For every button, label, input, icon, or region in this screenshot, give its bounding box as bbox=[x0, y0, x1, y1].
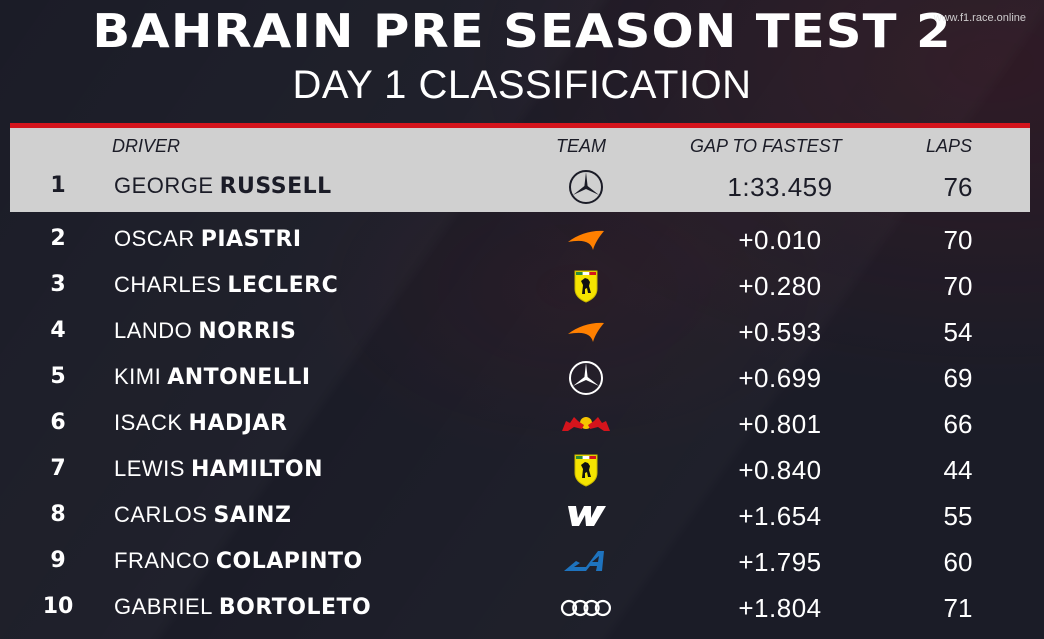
driver-last-name: BORTOLETO bbox=[218, 595, 372, 620]
driver-last-name: NORRIS bbox=[198, 319, 297, 344]
laps-value: 60 bbox=[943, 547, 973, 577]
table-row: 5 KIMI ANTONELLI +0.699 69 bbox=[10, 355, 1030, 401]
driver-name: ISACK HADJAR bbox=[114, 410, 287, 436]
driver-name: KIMI ANTONELLI bbox=[114, 364, 311, 390]
accent-divider bbox=[10, 123, 1030, 128]
driver-first-name: FRANCO bbox=[114, 548, 210, 573]
position: 5 bbox=[50, 364, 66, 389]
laps-value: 66 bbox=[943, 409, 973, 439]
mercedes-star-icon bbox=[556, 359, 616, 397]
driver-last-name: ANTONELLI bbox=[167, 365, 311, 390]
position: 10 bbox=[42, 594, 74, 619]
driver-name: LANDO NORRIS bbox=[114, 318, 296, 344]
mclaren-swoosh-icon bbox=[556, 313, 616, 351]
driver-last-name: HAMILTON bbox=[190, 457, 323, 482]
mercedes-star-icon bbox=[556, 168, 616, 206]
driver-first-name: ISACK bbox=[114, 410, 183, 435]
driver-first-name: LANDO bbox=[114, 318, 193, 343]
driver-first-name: OSCAR bbox=[114, 226, 195, 251]
driver-name: GABRIEL BORTOLETO bbox=[114, 594, 371, 620]
gap-value: +0.699 bbox=[738, 363, 822, 393]
table-row: 10 GABRIEL BORTOLETO +1.804 71 bbox=[10, 585, 1030, 631]
position: 9 bbox=[50, 548, 66, 573]
page-title: BAHRAIN PRE SEASON TEST 2 bbox=[92, 4, 952, 58]
laps-value: 69 bbox=[943, 363, 973, 393]
gap-value: 1:33.459 bbox=[727, 172, 833, 202]
position: 2 bbox=[50, 226, 66, 251]
table-row: 4 LANDO NORRIS +0.593 54 bbox=[10, 309, 1030, 355]
gap-value: +0.840 bbox=[738, 455, 822, 485]
mclaren-swoosh-icon bbox=[556, 221, 616, 259]
driver-last-name: PIASTRI bbox=[200, 227, 302, 252]
driver-name: CHARLES LECLERC bbox=[114, 272, 338, 298]
driver-first-name: GABRIEL bbox=[114, 594, 213, 619]
ferrari-shield-icon bbox=[556, 451, 616, 489]
laps-value: 55 bbox=[943, 501, 973, 531]
laps-value: 44 bbox=[943, 455, 973, 485]
laps-value: 70 bbox=[943, 225, 973, 255]
gap-value: +1.654 bbox=[738, 501, 822, 531]
driver-first-name: KIMI bbox=[114, 364, 162, 389]
driver-last-name: COLAPINTO bbox=[215, 549, 363, 574]
position: 7 bbox=[50, 456, 66, 481]
driver-last-name: RUSSELL bbox=[219, 174, 332, 199]
column-header-driver: DRIVER bbox=[112, 136, 181, 156]
laps-value: 71 bbox=[943, 593, 973, 623]
leader-panel bbox=[10, 128, 1030, 212]
gap-value: +0.801 bbox=[738, 409, 822, 439]
laps-value: 54 bbox=[943, 317, 973, 347]
table-row: 9 FRANCO COLAPINTO +1.795 60 bbox=[10, 539, 1030, 585]
driver-last-name: HADJAR bbox=[188, 411, 288, 436]
laps-value: 76 bbox=[943, 172, 973, 202]
driver-name: GEORGE RUSSELL bbox=[114, 173, 332, 199]
position: 1 bbox=[50, 173, 66, 198]
page-subtitle: DAY 1 CLASSIFICATION bbox=[292, 63, 752, 107]
table-row: 1 GEORGE RUSSELL 1:33.459 76 bbox=[10, 164, 1030, 210]
driver-name: FRANCO COLAPINTO bbox=[114, 548, 363, 574]
gap-value: +0.593 bbox=[738, 317, 822, 347]
driver-last-name: SAINZ bbox=[213, 503, 292, 528]
gap-value: +1.795 bbox=[738, 547, 822, 577]
gap-value: +0.010 bbox=[738, 225, 822, 255]
position: 3 bbox=[50, 272, 66, 297]
driver-name: LEWIS HAMILTON bbox=[114, 456, 323, 482]
driver-first-name: CARLOS bbox=[114, 502, 208, 527]
column-header-laps: LAPS bbox=[926, 136, 973, 156]
table-row: 8 CARLOS SAINZ +1.654 55 bbox=[10, 493, 1030, 539]
watermark: www.f1.race.online bbox=[933, 12, 1026, 24]
ferrari-shield-icon bbox=[556, 267, 616, 305]
audi-rings-icon bbox=[556, 589, 616, 627]
driver-first-name: CHARLES bbox=[114, 272, 222, 297]
driver-name: OSCAR PIASTRI bbox=[114, 226, 302, 252]
driver-first-name: LEWIS bbox=[114, 456, 185, 481]
driver-name: CARLOS SAINZ bbox=[114, 502, 291, 528]
laps-value: 70 bbox=[943, 271, 973, 301]
table-row: 7 LEWIS HAMILTON +0.840 44 bbox=[10, 447, 1030, 493]
column-header-gap: GAP TO FASTEST bbox=[690, 136, 842, 156]
position: 4 bbox=[50, 318, 66, 343]
williams-w-icon bbox=[556, 497, 616, 535]
driver-last-name: LECLERC bbox=[227, 273, 339, 298]
table-row: 3 CHARLES LECLERC +0.280 70 bbox=[10, 263, 1030, 309]
table-row: 6 ISACK HADJAR +0.801 66 bbox=[10, 401, 1030, 447]
driver-first-name: GEORGE bbox=[114, 173, 214, 198]
table-row: 2 OSCAR PIASTRI +0.010 70 bbox=[10, 217, 1030, 263]
alpine-a-icon bbox=[556, 543, 616, 581]
red-bull-icon bbox=[556, 405, 616, 443]
gap-value: +1.804 bbox=[738, 593, 822, 623]
gap-value: +0.280 bbox=[738, 271, 822, 301]
position: 6 bbox=[50, 410, 66, 435]
position: 8 bbox=[50, 502, 66, 527]
column-header-team: TEAM bbox=[556, 136, 607, 156]
